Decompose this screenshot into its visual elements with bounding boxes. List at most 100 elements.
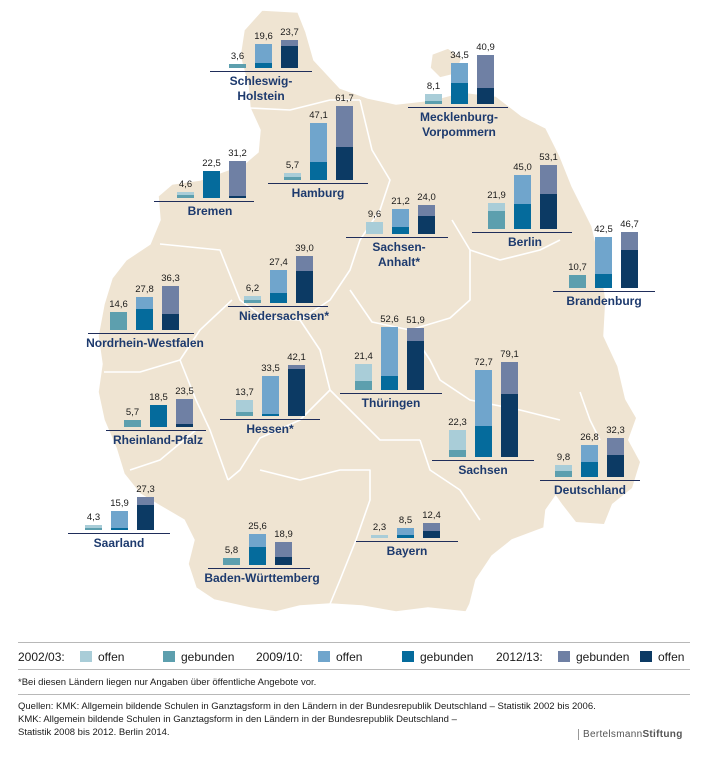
bar-bayern-2009-10-offen <box>397 527 414 535</box>
bar-berlin-2002-03-offen <box>488 202 505 212</box>
bar-baden-württemberg-2009-10-offen <box>249 534 266 548</box>
bar-sachsen-anhalt-2012-13-gebunden <box>418 205 435 217</box>
baseline-sachsen <box>432 460 534 462</box>
divider-bottom <box>18 694 690 695</box>
legend-period-2009: 2009/10: <box>256 650 303 664</box>
state-label-hessen: Hessen* <box>246 422 294 436</box>
bar-hessen-2002-03-offen <box>236 399 253 412</box>
value-label-hessen-2009-10: 33,5 <box>261 362 280 374</box>
bar-deutschland-2009-10-gebunden <box>581 461 598 477</box>
bar-mecklenburg-vorpommern-2009-10-offen <box>451 62 468 84</box>
bar-sachsen-2012-13-gebunden <box>501 362 518 394</box>
bar-thüringen-2012-13-gebunden <box>407 327 424 342</box>
logo-word-2: Stiftung <box>642 729 683 740</box>
state-label-schleswig-holstein: Schleswig-Holstein <box>229 74 293 103</box>
baseline-brandenburg <box>553 291 655 293</box>
bar-sachsen-2002-03-gebunden <box>449 449 466 457</box>
baseline-deutschland <box>540 480 640 482</box>
legend-swatch-2009-gebunden <box>402 651 414 662</box>
value-label-deutschland-2002-03: 9,8 <box>556 452 571 464</box>
bar-rheinland-pfalz-2012-13-offen <box>176 424 193 427</box>
state-label-deutschland: Deutschland <box>553 483 626 497</box>
source-line-1: Quellen: KMK: Allgemein bildende Schulen… <box>18 701 596 712</box>
baseline-baden-württemberg <box>208 568 310 570</box>
baseline-bayern <box>356 541 458 543</box>
bar-niedersachsen-2012-13-gebunden <box>296 256 313 271</box>
legend-label-2002-gebunden: gebunden <box>181 650 235 664</box>
value-label-baden-württemberg-2012-13: 18,9 <box>274 529 293 541</box>
legend-swatch-2002-offen <box>80 651 92 662</box>
bar-nordrhein-westfalen-2012-13-offen <box>162 313 179 330</box>
bar-niedersachsen-2012-13-offen <box>296 270 313 303</box>
bar-hessen-2012-13-gebunden <box>288 365 305 369</box>
value-label-niedersachsen-2009-10: 27,4 <box>269 257 288 269</box>
bar-bayern-2012-13-gebunden <box>423 523 440 532</box>
legend-label-2012-gebunden: gebunden <box>576 650 630 664</box>
bar-hamburg-2002-03-gebunden <box>284 176 301 180</box>
value-label-sachsen-2012-13: 79,1 <box>500 349 519 361</box>
baseline-hamburg <box>268 183 368 185</box>
bertelsmann-stiftung-logo: BertelsmannStiftung <box>578 729 683 740</box>
bar-schleswig-holstein-2009-10-gebunden <box>255 62 272 68</box>
bar-niedersachsen-2009-10-gebunden <box>270 293 287 303</box>
state-label-saarland: Saarland <box>93 536 145 550</box>
value-label-bayern-2009-10: 8,5 <box>398 514 413 526</box>
value-label-baden-württemberg-2009-10: 25,6 <box>248 521 267 533</box>
value-label-thüringen-2012-13: 51,9 <box>406 314 425 326</box>
baseline-schleswig-holstein <box>210 71 312 73</box>
legend-label-2009-offen: offen <box>336 650 363 664</box>
bar-hamburg-2012-13-offen <box>336 146 353 180</box>
baseline-berlin <box>472 232 572 234</box>
value-label-niedersachsen-2002-03: 6,2 <box>245 282 260 294</box>
bar-hamburg-2009-10-gebunden <box>310 162 327 180</box>
bar-hessen-2009-10-gebunden <box>262 413 279 416</box>
value-label-mecklenburg-vorpommern-2009-10: 34,5 <box>450 49 469 61</box>
legend-swatch-2012-offen <box>640 651 652 662</box>
value-label-sachsen-anhalt-2012-13: 24,0 <box>417 192 436 204</box>
legend-label-2002-offen: offen <box>98 650 125 664</box>
value-label-bremen-2012-13: 31,2 <box>228 147 247 159</box>
value-label-schleswig-holstein-2009-10: 19,6 <box>254 31 273 43</box>
bar-niedersachsen-2002-03-gebunden <box>244 300 261 303</box>
bar-bayern-2002-03-offen <box>371 535 388 538</box>
value-label-deutschland-2012-13: 32,3 <box>606 425 625 437</box>
state-label-nordrhein-westfalen: Nordrhein-Westfalen <box>86 336 204 350</box>
value-label-rheinland-pfalz-2009-10: 18,5 <box>149 391 168 403</box>
bar-berlin-2012-13-gebunden <box>540 165 557 194</box>
value-label-saarland-2012-13: 27,3 <box>136 484 155 496</box>
value-label-hessen-2012-13: 42,1 <box>287 352 306 364</box>
value-label-bayern-2002-03: 2,3 <box>372 522 387 534</box>
bar-nordrhein-westfalen-2009-10-offen <box>136 296 153 309</box>
baseline-bremen <box>154 201 254 203</box>
bar-mecklenburg-vorpommern-2012-13-gebunden <box>477 54 494 88</box>
legend-swatch-2002-gebunden <box>163 651 175 662</box>
bar-deutschland-2012-13-offen <box>607 455 624 477</box>
bar-bremen-2002-03-gebunden <box>177 195 194 198</box>
bar-hamburg-2012-13-gebunden <box>336 105 353 147</box>
bar-rheinland-pfalz-2002-03-gebunden <box>124 420 141 427</box>
value-label-hamburg-2009-10: 47,1 <box>309 110 328 122</box>
legend-label-2012-offen: offen <box>658 650 685 664</box>
bar-thüringen-2009-10-offen <box>381 326 398 377</box>
bar-brandenburg-2012-13-offen <box>621 249 638 288</box>
state-label-hamburg: Hamburg <box>291 186 345 200</box>
legend-label-2009-gebunden: gebunden <box>420 650 474 664</box>
bar-saarland-2012-13-gebunden <box>137 497 154 505</box>
bar-saarland-2009-10-gebunden <box>111 527 128 530</box>
bar-rheinland-pfalz-2012-13-gebunden <box>176 398 193 424</box>
footnote: *Bei diesen Ländern liegen nur Angaben ü… <box>18 677 317 688</box>
bar-baden-württemberg-2009-10-gebunden <box>249 547 266 565</box>
value-label-baden-württemberg-2002-03: 5,8 <box>224 545 239 557</box>
value-label-berlin-2002-03: 21,9 <box>487 189 506 201</box>
value-label-brandenburg-2012-13: 46,7 <box>620 218 639 230</box>
bar-brandenburg-2002-03-gebunden <box>569 275 586 288</box>
value-label-sachsen-anhalt-2009-10: 21,2 <box>391 195 410 207</box>
state-label-thüringen: Thüringen <box>361 396 421 410</box>
bar-rheinland-pfalz-2009-10-gebunden <box>150 404 167 427</box>
value-label-brandenburg-2009-10: 42,5 <box>594 224 613 235</box>
state-label-mecklenburg-vorpommern: Mecklenburg-Vorpommern <box>419 110 498 139</box>
bar-berlin-2009-10-gebunden <box>514 203 531 229</box>
state-label-bayern: Bayern <box>386 544 428 558</box>
bar-sachsen-2009-10-offen <box>475 369 492 427</box>
value-label-mecklenburg-vorpommern-2002-03: 8,1 <box>426 81 441 93</box>
